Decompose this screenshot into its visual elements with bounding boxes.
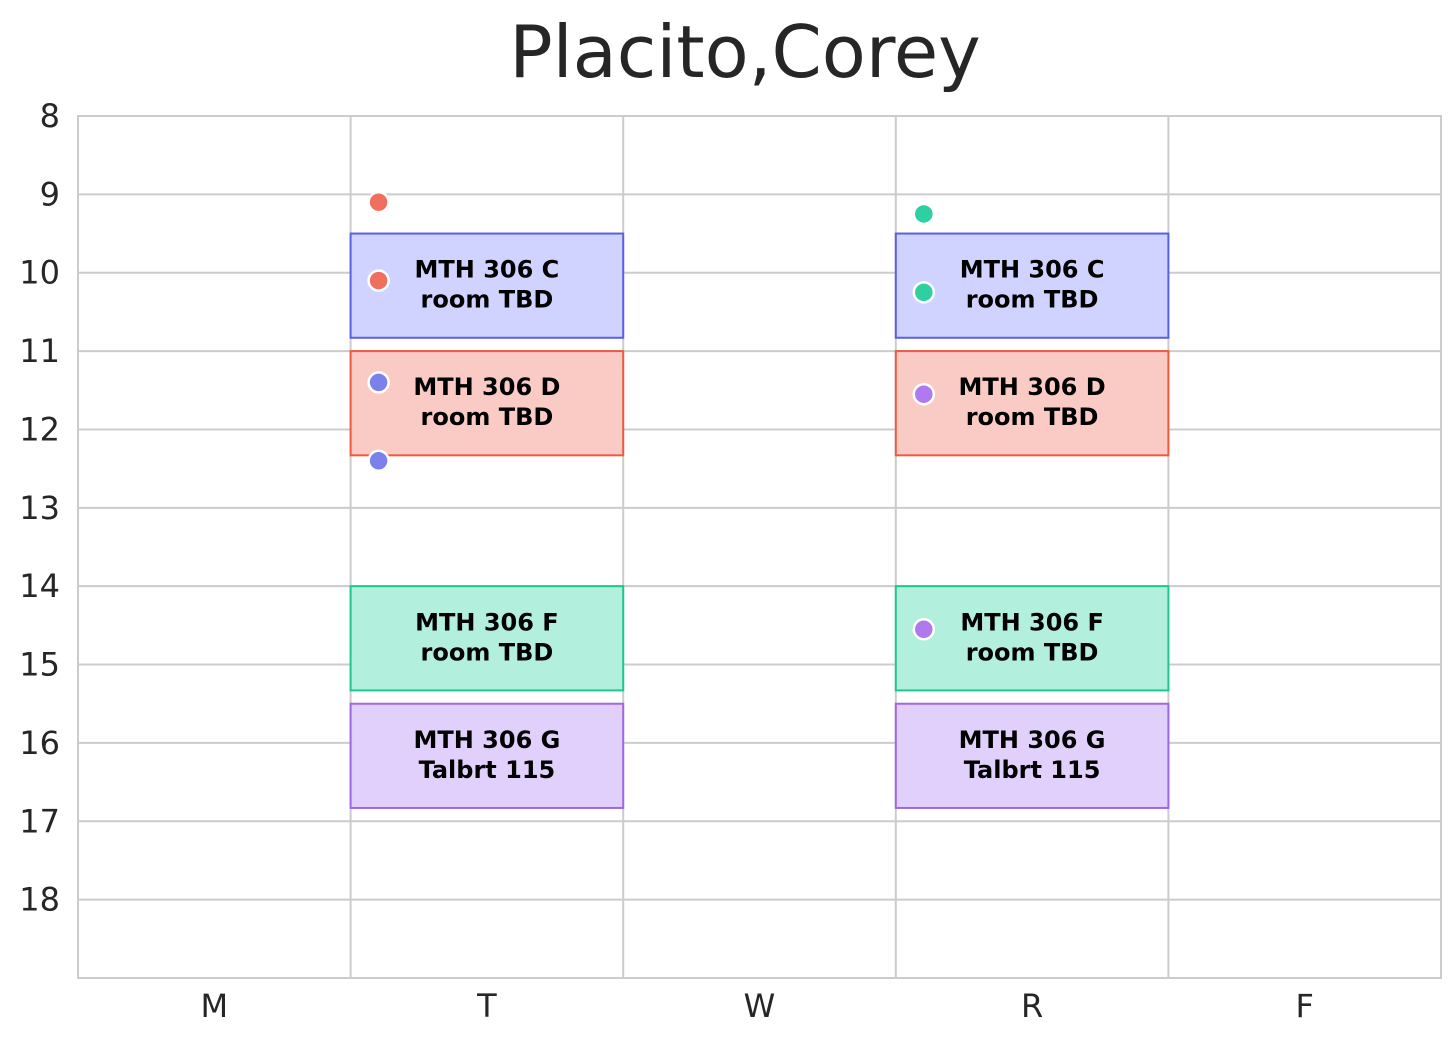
class-block-course: MTH 306 C	[960, 256, 1105, 284]
class-block-course: MTH 306 G	[413, 726, 560, 754]
y-tick-label: 18	[19, 881, 60, 919]
y-tick-label: 9	[40, 175, 60, 213]
marker-point	[367, 371, 390, 394]
y-tick-label: 8	[40, 97, 60, 135]
marker-points	[367, 190, 936, 641]
marker-point	[912, 618, 936, 641]
class-block-course: MTH 306 G	[959, 726, 1106, 754]
class-block-course: MTH 306 F	[415, 608, 559, 636]
class-block-course: MTH 306 D	[413, 373, 560, 401]
y-tick-label: 14	[19, 567, 60, 605]
class-block-room: room TBD	[966, 638, 1099, 666]
class-block-room: room TBD	[966, 286, 1099, 314]
class-block-room: room TBD	[421, 286, 554, 314]
x-tick-label: T	[476, 987, 497, 1025]
class-block-rect	[894, 585, 1170, 692]
y-tick-label: 13	[19, 489, 60, 527]
y-tick-label: 12	[19, 410, 60, 448]
class-block-course: MTH 306 D	[959, 373, 1106, 401]
plot-frame	[77, 115, 1442, 979]
class-block-room: Talbrt 115	[964, 756, 1101, 784]
y-tick-labels: 8 9 10 11 12 13 14 15 16 17 18	[19, 97, 60, 919]
class-block-rect	[894, 232, 1170, 339]
y-tick-label: 16	[19, 724, 60, 762]
class-block-course: MTH 306 C	[415, 256, 560, 284]
marker-point	[367, 269, 390, 292]
class-block-rect	[349, 232, 625, 339]
y-tick-label: 11	[19, 332, 60, 370]
y-tick-label: 10	[19, 254, 60, 292]
class-block-course: MTH 306 F	[960, 608, 1104, 636]
chart-title: Placito,Corey	[509, 10, 981, 94]
class-block-rect	[349, 702, 625, 809]
y-tick-label: 17	[19, 802, 60, 840]
class-block-rect	[894, 702, 1170, 809]
class-block-rect	[349, 350, 625, 457]
marker-point	[912, 281, 936, 304]
x-tick-label: R	[1021, 987, 1043, 1025]
class-block-rect	[349, 585, 625, 692]
marker-point	[367, 190, 390, 214]
class-block-rect	[894, 350, 1170, 457]
class-block-room: room TBD	[421, 638, 554, 666]
marker-point	[912, 382, 936, 406]
marker-point	[912, 202, 936, 226]
marker-point	[367, 449, 390, 473]
class-block-room: Talbrt 115	[419, 756, 556, 784]
x-tick-label: F	[1295, 987, 1313, 1025]
class-block-room: room TBD	[421, 403, 554, 431]
grid-lines	[78, 115, 1441, 978]
y-tick-label: 15	[19, 646, 60, 684]
x-tick-label: W	[744, 987, 776, 1025]
x-tick-label: M	[200, 987, 228, 1025]
class-block-room: room TBD	[966, 403, 1099, 431]
